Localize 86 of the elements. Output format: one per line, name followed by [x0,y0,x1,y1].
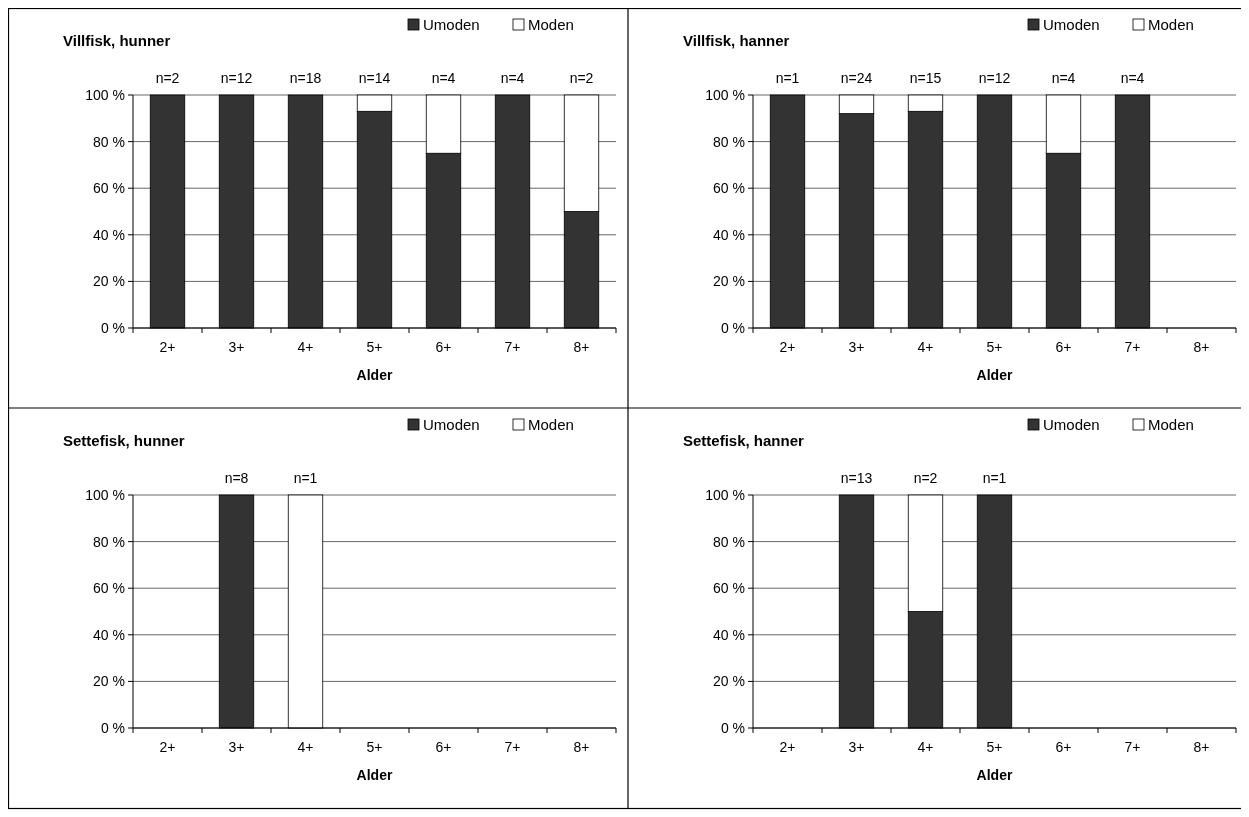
x-tick-label: 4+ [297,339,314,355]
y-tick-label: 60 % [93,580,125,597]
y-tick-label: 40 % [93,626,125,643]
x-tick-label: 5+ [366,739,383,755]
y-tick-label: 0 % [100,719,125,736]
legend-label: Moden [528,416,574,433]
x-tick-label: 3+ [228,339,245,355]
y-tick-label: 100 % [705,86,745,103]
x-axis-title: Alder [976,767,1013,783]
y-tick-label: 0 % [720,719,745,736]
annotation: n=12 [220,70,253,86]
legend-label: Moden [1148,416,1194,433]
legend-label: Moden [528,16,574,33]
x-tick-label: 8+ [573,339,590,355]
y-tick-label: 80 % [93,133,125,150]
chart-title: Villfisk, hanner [683,32,790,49]
y-tick-label: 20 % [713,673,745,690]
x-tick-label: 8+ [1193,739,1210,755]
legend-label: Umoden [1043,16,1100,33]
annotation: n=2 [155,70,180,86]
y-tick-label: 0 % [100,319,125,336]
chart-title: Settefisk, hanner [683,432,805,449]
y-tick-label: 40 % [713,226,745,243]
annotation: n=2 [569,70,594,86]
y-tick-label: 80 % [713,133,745,150]
x-tick-label: 2+ [779,739,796,755]
y-tick-label: 20 % [93,273,125,290]
x-tick-label: 5+ [986,339,1003,355]
annotation: n=8 [224,470,249,486]
x-axis-title: Alder [356,367,393,383]
chart-title: Villfisk, hunner [63,32,171,49]
y-tick-label: 40 % [93,226,125,243]
x-tick-label: 2+ [159,739,176,755]
x-tick-label: 4+ [917,339,934,355]
y-tick-label: 60 % [713,580,745,597]
x-tick-label: 7+ [1124,739,1141,755]
x-tick-label: 2+ [779,339,796,355]
x-tick-label: 8+ [1193,339,1210,355]
y-tick-label: 60 % [713,180,745,197]
x-tick-label: 6+ [1055,739,1072,755]
annotation: n=1 [293,470,318,486]
y-tick-label: 80 % [713,533,745,550]
x-tick-label: 4+ [297,739,314,755]
x-tick-label: 7+ [504,739,521,755]
annotation: n=13 [840,470,873,486]
x-tick-label: 3+ [848,739,865,755]
x-tick-label: 5+ [986,739,1003,755]
x-tick-label: 5+ [366,339,383,355]
y-tick-label: 100 % [85,486,125,503]
x-tick-label: 2+ [159,339,176,355]
legend-label: Umoden [423,16,480,33]
x-tick-label: 3+ [848,339,865,355]
annotation: n=12 [978,70,1011,86]
y-tick-label: 0 % [720,319,745,336]
annotation: n=15 [909,70,942,86]
legend-label: Umoden [423,416,480,433]
annotation: n=2 [913,470,938,486]
y-tick-label: 40 % [713,626,745,643]
chart-title: Settefisk, hunner [63,432,185,449]
x-tick-label: 8+ [573,739,590,755]
y-tick-label: 60 % [93,180,125,197]
y-tick-label: 100 % [705,486,745,503]
annotation: n=4 [500,70,525,86]
annotation: n=4 [1051,70,1076,86]
annotation: n=4 [431,70,456,86]
annotation: n=1 [775,70,800,86]
y-tick-label: 20 % [93,673,125,690]
x-tick-label: 6+ [1055,339,1072,355]
annotation: n=18 [289,70,322,86]
annotation: n=1 [982,470,1007,486]
y-tick-label: 80 % [93,533,125,550]
x-tick-label: 6+ [435,739,452,755]
annotation: n=4 [1120,70,1145,86]
x-tick-label: 3+ [228,739,245,755]
y-tick-label: 100 % [85,86,125,103]
x-tick-label: 6+ [435,339,452,355]
x-tick-label: 4+ [917,739,934,755]
x-tick-label: 7+ [504,339,521,355]
x-axis-title: Alder [356,767,393,783]
y-tick-label: 20 % [713,273,745,290]
x-tick-label: 7+ [1124,339,1141,355]
x-axis-title: Alder [976,367,1013,383]
legend-label: Moden [1148,16,1194,33]
annotation: n=24 [840,70,873,86]
legend-label: Umoden [1043,416,1100,433]
annotation: n=14 [358,70,391,86]
